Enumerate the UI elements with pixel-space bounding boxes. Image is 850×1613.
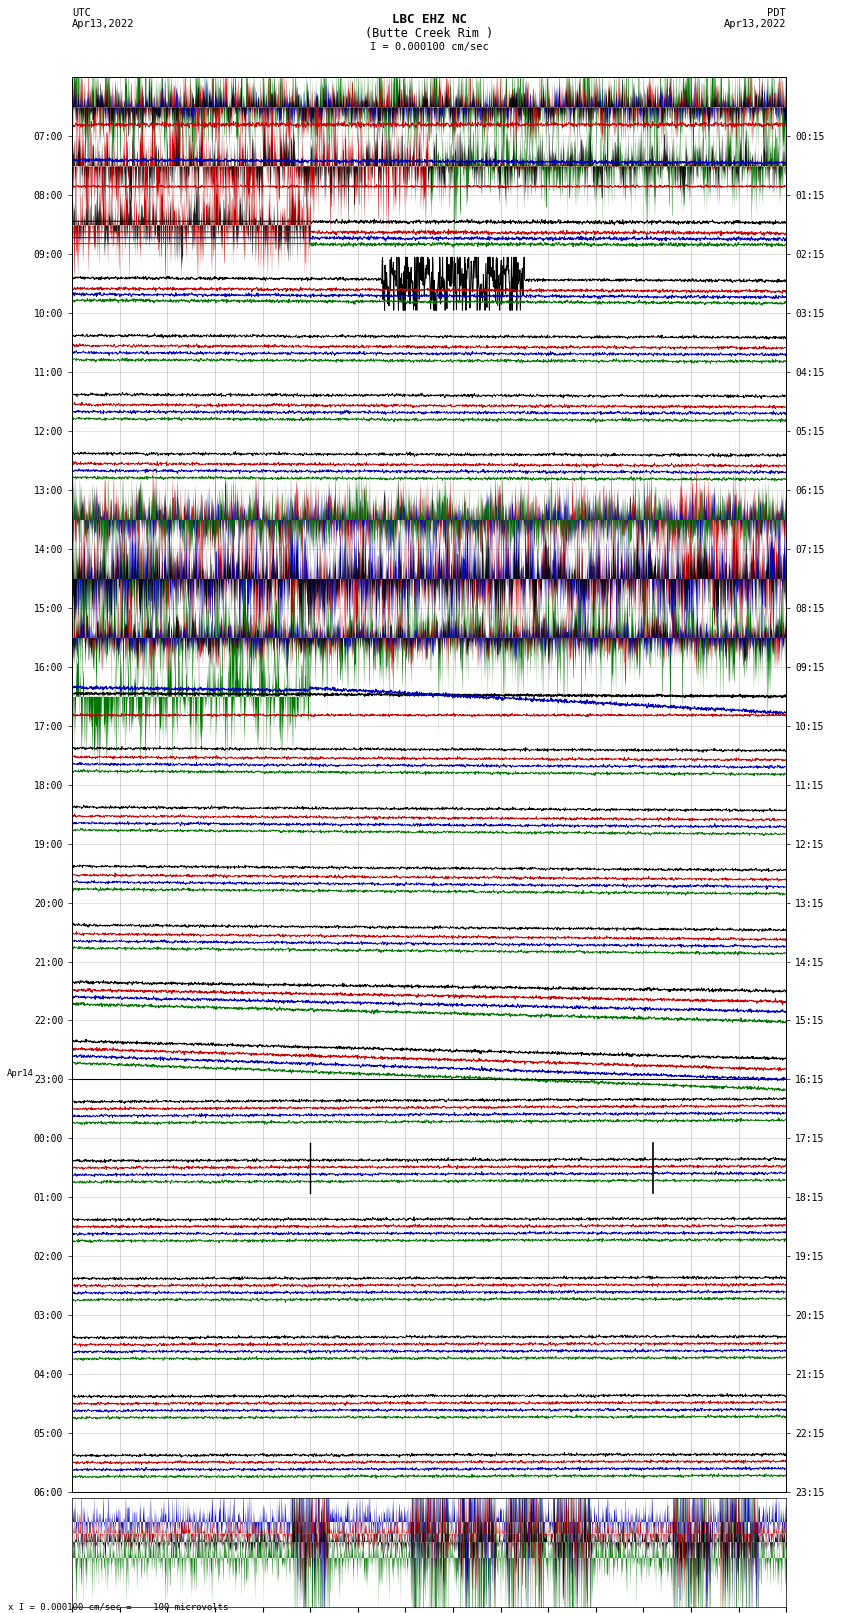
Text: I = 0.000100 cm/sec: I = 0.000100 cm/sec [370,42,489,52]
Text: x I = 0.000100 cm/sec =    100 microvolts: x I = 0.000100 cm/sec = 100 microvolts [8,1602,229,1611]
Text: (Butte Creek Rim ): (Butte Creek Rim ) [366,27,493,40]
Text: UTC
Apr13,2022: UTC Apr13,2022 [72,8,135,29]
Text: LBC EHZ NC: LBC EHZ NC [392,13,467,26]
Text: PDT
Apr13,2022: PDT Apr13,2022 [723,8,786,29]
Text: Apr14: Apr14 [8,1069,34,1077]
